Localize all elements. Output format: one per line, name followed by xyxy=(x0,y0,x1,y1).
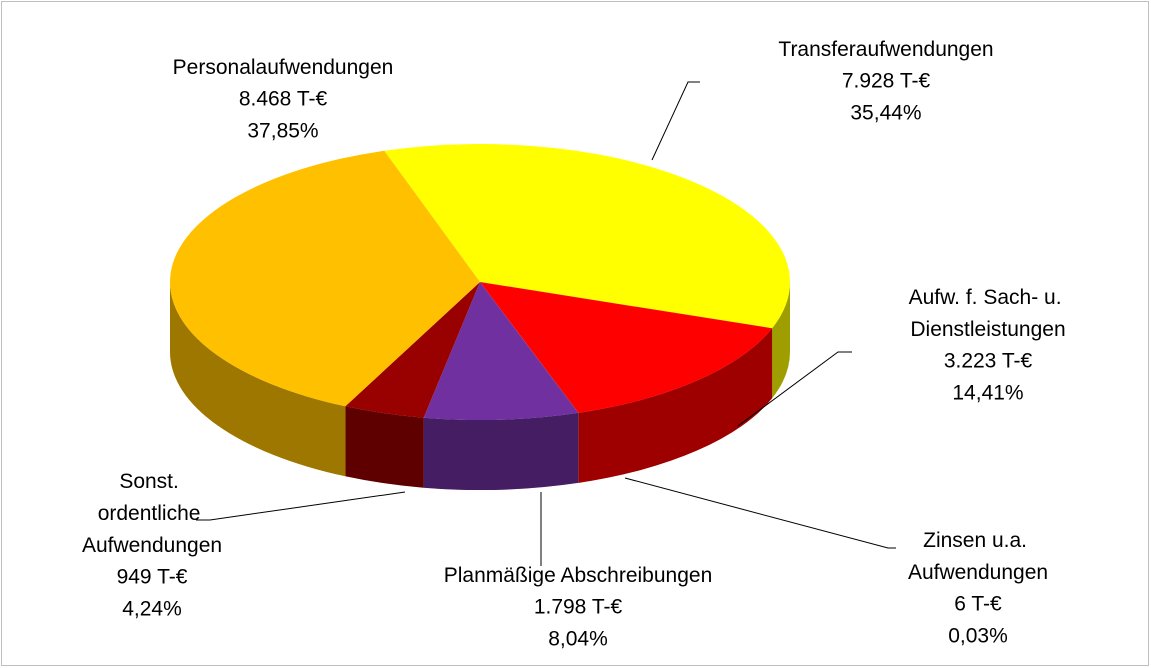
slice-side-shade xyxy=(345,406,424,488)
slice-label: Personalaufwendungen xyxy=(173,56,394,79)
value-label: 3.223 T-€ xyxy=(944,350,1033,373)
slice xyxy=(384,144,790,329)
share-label: 4,24% xyxy=(122,598,182,621)
share-label: 14,41% xyxy=(952,382,1023,405)
slice-label: Planmäßige Abschreibungen xyxy=(444,564,713,587)
leader-line xyxy=(651,81,700,161)
leader-line xyxy=(624,477,896,549)
value-label: 7.928 T-€ xyxy=(842,70,931,93)
slice-side-shade xyxy=(423,412,579,490)
value-label: 949 T-€ xyxy=(117,566,188,589)
share-label: 0,03% xyxy=(948,625,1008,648)
share-label: 37,85% xyxy=(247,120,318,143)
slice xyxy=(345,282,480,418)
slice xyxy=(423,282,579,421)
slice-side xyxy=(423,412,579,490)
slice-label: Zinsen u.a. Aufwendungen xyxy=(908,529,1048,584)
value-label: 1.798 T-€ xyxy=(534,596,623,619)
slice xyxy=(169,150,480,407)
slice xyxy=(480,282,773,413)
value-label: 6 T-€ xyxy=(954,593,1002,616)
share-label: 35,44% xyxy=(850,102,921,125)
slice-side xyxy=(772,282,791,399)
slice-side xyxy=(345,406,424,488)
value-label: 8.468 T-€ xyxy=(239,88,328,111)
leader-line xyxy=(737,351,852,427)
slice-side-shade xyxy=(578,328,773,483)
slice-side xyxy=(578,328,773,483)
share-label: 8,04% xyxy=(548,628,608,651)
slice-label: Aufw. f. Sach- u. Dienstleistungen xyxy=(909,286,1068,341)
slice-side-shade xyxy=(169,282,346,477)
leader-line xyxy=(196,491,406,521)
slice-side xyxy=(169,282,346,477)
slice-label: Sonst. ordentliche Aufwendungen xyxy=(82,470,222,557)
slice-label: Transferaufwendungen xyxy=(778,38,993,61)
slice xyxy=(480,282,579,413)
slice-side-shade xyxy=(772,282,791,399)
